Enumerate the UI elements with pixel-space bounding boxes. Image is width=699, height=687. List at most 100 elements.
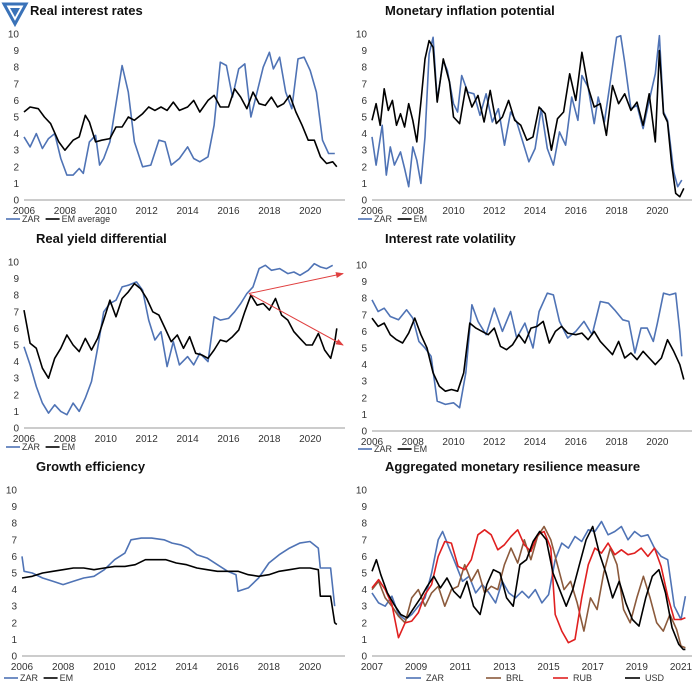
y-tick-label: 5 [13,341,19,352]
y-tick-label: 5 [361,113,367,124]
series-line-zar [371,520,687,621]
chart-panel: Monetary inflation potential 0 1 2 3 4 5 6 7 8 9 10… [356,3,692,224]
y-tick-label: 3 [361,602,367,613]
x-tick-label: 2006 [361,206,384,217]
legend: ZAR BRL RUB USD [406,673,665,683]
x-tick-label: 2014 [524,437,547,448]
x-tick-label: 2014 [175,662,198,673]
y-tick-label: 2 [361,393,367,404]
series-line-em [23,282,338,379]
x-tick-label: 2020 [299,206,322,217]
legend: ZAR EM [4,673,73,683]
x-tick-label: 2010 [95,434,118,445]
series-line-zar [23,262,334,416]
x-tick-label: 2016 [217,434,240,445]
chart-title: Real interest rates [30,3,143,18]
y-tick-label: 4 [361,360,367,371]
chart-panel: Real interest rates 0 1 2 3 4 5 6 7 8 9 10 2006 2008 2… [6,3,345,224]
x-tick-label: 2016 [217,662,240,673]
y-tick-label: 3 [13,374,19,385]
triangle-logo-icon [1,2,29,28]
y-tick-label: 3 [13,146,19,157]
y-tick-label: 0 [361,427,367,438]
chart-title: Growth efficiency [36,459,146,474]
x-tick-label: 2009 [405,662,428,673]
x-tick-label: 2016 [565,437,588,448]
y-tick-label: 0 [361,196,367,207]
y-tick-label: 0 [361,652,367,663]
series-line-em-average [23,88,338,168]
triangle-logo-inner-icon [10,8,20,17]
x-tick-label: 2020 [299,662,322,673]
chart-panel: Aggregated monetary resilience measure 0 1… [356,459,693,683]
legend-label: ZAR [426,673,445,683]
y-tick-label: 9 [11,502,17,513]
x-tick-label: 2010 [95,206,118,217]
y-tick-label: 4 [11,585,17,596]
y-tick-label: 4 [361,129,367,140]
legend-label: RUB [573,673,592,683]
chart-panel: Growth efficiency 0 1 2 3 4 5 6 7 8 9 10 2006 2008 201… [4,459,345,683]
x-tick-label: 2019 [626,662,649,673]
logo [1,2,29,28]
trend-arrow [248,293,344,346]
y-tick-label: 5 [361,344,367,355]
x-tick-label: 2011 [450,662,472,673]
y-tick-label: 1 [13,407,19,418]
chart-panel: Interest rate volatility 0 1 2 3 4 5 6 7 8 9 10 2006… [356,231,692,454]
y-tick-label: 2 [13,162,19,173]
legend-label: EM [414,444,428,454]
x-tick-label: 2020 [299,434,322,445]
trend-arrow [248,272,344,295]
series-line-zar [371,292,683,409]
legend: ZAR EM [358,214,427,224]
legend-label: ZAR [374,444,393,454]
y-tick-label: 8 [361,294,367,305]
y-tick-label: 6 [361,96,367,107]
x-tick-label: 2010 [442,437,465,448]
x-tick-label: 2010 [442,206,465,217]
x-tick-label: 2018 [258,434,281,445]
y-tick-label: 2 [361,618,367,629]
x-tick-label: 2020 [646,206,669,217]
y-tick-label: 5 [361,569,367,580]
x-tick-label: 2014 [176,206,199,217]
y-tick-label: 7 [11,535,17,546]
legend-label: ZAR [20,673,39,683]
x-tick-label: 2012 [136,206,159,217]
x-tick-label: 2012 [134,662,157,673]
legend-label: EM [60,673,74,683]
y-tick-label: 4 [13,129,19,140]
y-tick-label: 3 [11,602,17,613]
y-tick-label: 1 [361,635,367,646]
y-tick-label: 6 [11,552,17,563]
legend-label: ZAR [22,442,41,452]
series-line-em [21,558,338,626]
y-tick-label: 4 [13,357,19,368]
legend-label: ZAR [374,214,393,224]
chart-title: Real yield differential [36,231,167,246]
y-tick-label: 10 [8,30,20,41]
y-tick-label: 2 [11,618,17,629]
series-line-em [371,39,685,198]
x-tick-label: 2018 [258,206,281,217]
y-tick-label: 8 [11,519,17,530]
y-tick-label: 6 [13,96,19,107]
legend-label: EM [414,214,428,224]
x-tick-label: 2016 [217,206,240,217]
y-tick-label: 7 [361,79,367,90]
y-tick-label: 4 [361,585,367,596]
x-tick-label: 2012 [483,206,506,217]
y-tick-label: 9 [361,46,367,57]
series-line-brl [371,525,686,649]
x-tick-label: 2008 [52,662,75,673]
y-tick-label: 10 [356,261,368,272]
series-line-zar [371,34,683,188]
y-tick-label: 9 [361,502,367,513]
legend-label: USD [645,673,665,683]
y-tick-label: 7 [361,310,367,321]
y-tick-label: 10 [356,30,368,41]
legend-label: BRL [506,673,524,683]
